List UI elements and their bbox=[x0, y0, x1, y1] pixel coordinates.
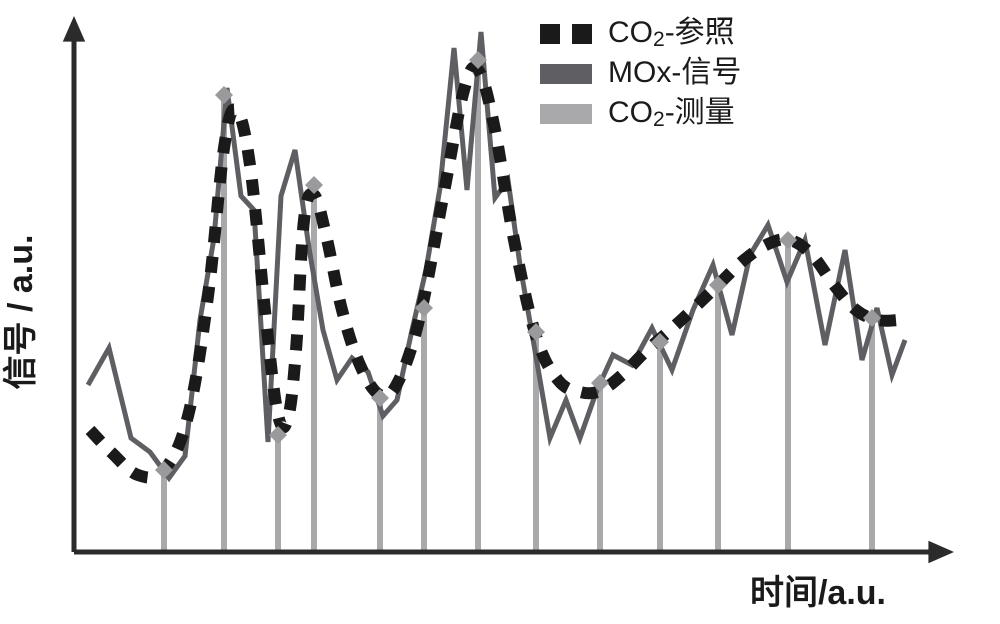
legend-label: MOx-信号 bbox=[608, 56, 741, 89]
legend-label: CO2-测量 bbox=[608, 96, 735, 131]
legend-swatch-dash bbox=[572, 24, 592, 44]
signal-chart: 信号 / a.u. 时间/a.u. CO2-参照 MOx-信号 CO2-测量 bbox=[0, 0, 1000, 624]
legend-swatch bbox=[540, 104, 592, 124]
y-axis-label: 信号 / a.u. bbox=[2, 235, 40, 390]
legend-label: CO2-参照 bbox=[608, 16, 735, 51]
x-axis-label: 时间/a.u. bbox=[750, 574, 886, 612]
legend-swatch-dash bbox=[540, 24, 560, 44]
legend-swatch bbox=[540, 64, 592, 84]
